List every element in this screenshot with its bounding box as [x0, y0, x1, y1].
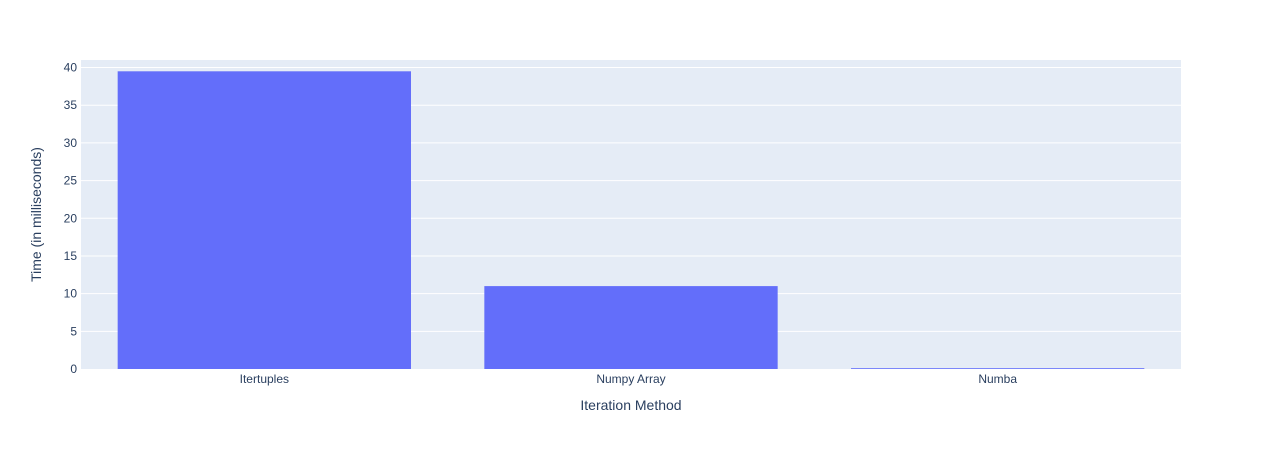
x-axis-ticks: Itertuples Numpy Array Numba	[240, 372, 1018, 386]
x-axis-title: Iteration Method	[580, 397, 681, 413]
y-tick-label: 5	[70, 324, 77, 338]
bar-numba[interactable]	[851, 368, 1145, 369]
y-tick-label: 0	[70, 362, 77, 376]
y-tick-label: 15	[64, 249, 78, 263]
y-tick-label: 30	[64, 136, 78, 150]
y-tick-label: 25	[64, 174, 78, 188]
bar-itertuples[interactable]	[117, 71, 412, 370]
x-tick-label: Numpy Array	[596, 372, 665, 386]
x-tick-label: Itertuples	[240, 372, 289, 386]
x-tick-label: Numba	[978, 372, 1017, 386]
y-axis-title: Time (in milliseconds)	[28, 147, 44, 282]
bars	[117, 71, 1145, 370]
y-tick-label: 10	[64, 287, 78, 301]
y-tick-label: 35	[64, 98, 78, 112]
y-tick-label: 40	[64, 61, 78, 75]
y-tick-label: 20	[64, 211, 78, 225]
y-axis-ticks: 0 5 10 15 20 25 30 35 40	[64, 61, 78, 376]
bar-numpy-array[interactable]	[484, 286, 778, 369]
